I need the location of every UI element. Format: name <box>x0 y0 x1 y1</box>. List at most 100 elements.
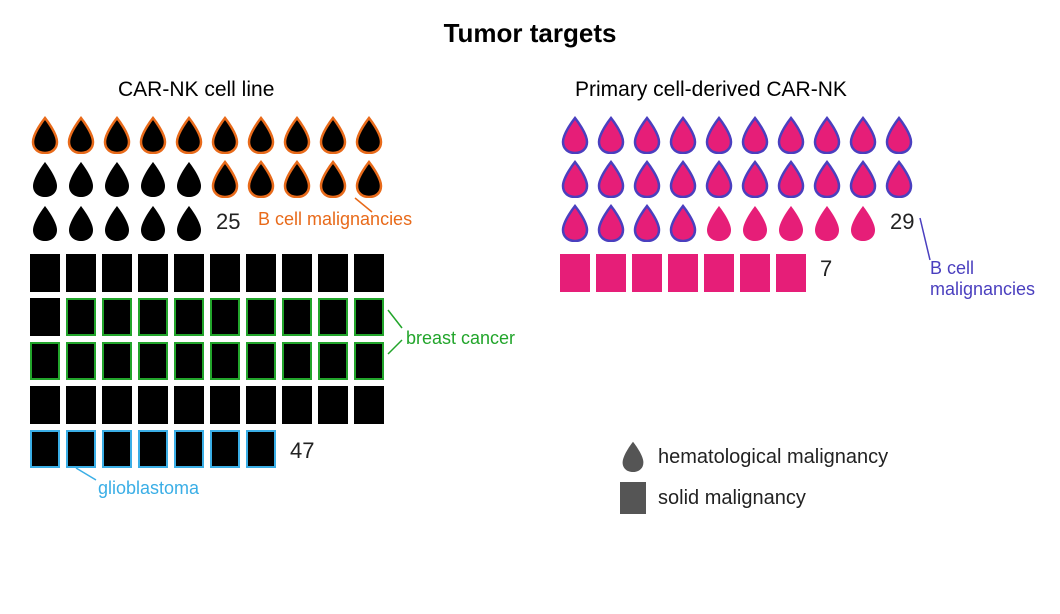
square-icon <box>282 386 312 424</box>
drop-icon <box>66 204 96 242</box>
square-icon <box>282 342 312 380</box>
left-squares-grid <box>30 254 390 468</box>
drop-icon <box>246 116 276 154</box>
square-icon <box>30 298 60 336</box>
drop-icon <box>740 160 770 198</box>
square-icon <box>776 254 806 292</box>
drop-icon <box>354 116 384 154</box>
drop-icon <box>66 116 96 154</box>
drop-icon <box>30 204 60 242</box>
square-icon <box>318 298 348 336</box>
drop-icon <box>102 160 132 198</box>
legend-hematological: hematological malignancy <box>620 440 888 474</box>
drop-icon <box>668 160 698 198</box>
drop-icon <box>776 160 806 198</box>
square-icon <box>102 386 132 424</box>
drop-icon <box>138 204 168 242</box>
square-icon <box>668 254 698 292</box>
square-icon <box>102 298 132 336</box>
square-icon <box>282 298 312 336</box>
square-icon <box>102 254 132 292</box>
square-icon <box>138 430 168 468</box>
right-bcell-callout: B cell malignancies <box>930 258 1060 300</box>
drop-icon <box>210 160 240 198</box>
square-icon <box>102 430 132 468</box>
square-icon <box>246 254 276 292</box>
drop-icon <box>102 204 132 242</box>
square-icon <box>246 342 276 380</box>
drop-icon <box>282 116 312 154</box>
square-icon <box>174 298 204 336</box>
square-icon <box>354 254 384 292</box>
square-icon <box>246 430 276 468</box>
square-icon <box>174 386 204 424</box>
left-squares-count: 47 <box>290 438 314 464</box>
drop-icon <box>848 116 878 154</box>
square-icon <box>138 254 168 292</box>
square-icon <box>66 386 96 424</box>
square-icon <box>210 254 240 292</box>
drop-icon <box>884 116 914 154</box>
square-icon <box>246 298 276 336</box>
main-title: Tumor targets <box>0 18 1060 49</box>
drop-icon <box>102 116 132 154</box>
drop-icon <box>138 160 168 198</box>
square-icon <box>102 342 132 380</box>
right-squares-count: 7 <box>820 256 832 282</box>
drop-icon <box>174 116 204 154</box>
drop-icon <box>138 116 168 154</box>
square-icon <box>30 386 60 424</box>
left-drops-count: 25 <box>216 209 240 235</box>
square-icon <box>620 482 646 514</box>
drop-icon <box>704 116 734 154</box>
drop-icon <box>210 116 240 154</box>
drop-icon <box>30 160 60 198</box>
drop-icon <box>282 160 312 198</box>
square-icon <box>138 342 168 380</box>
left-glio-callout: glioblastoma <box>98 478 199 499</box>
square-icon <box>740 254 770 292</box>
drop-icon <box>596 204 626 242</box>
square-icon <box>66 254 96 292</box>
drop-icon <box>740 116 770 154</box>
drop-icon <box>632 160 662 198</box>
drop-icon <box>354 160 384 198</box>
square-icon <box>66 298 96 336</box>
square-icon <box>704 254 734 292</box>
drop-icon <box>560 160 590 198</box>
legend-solid-label: solid malignancy <box>658 487 806 510</box>
square-icon <box>210 386 240 424</box>
square-icon <box>318 342 348 380</box>
square-icon <box>318 254 348 292</box>
drop-icon <box>596 160 626 198</box>
square-icon <box>138 386 168 424</box>
drop-icon <box>174 160 204 198</box>
right-drops-grid <box>560 116 920 242</box>
drop-icon <box>776 116 806 154</box>
legend-hematological-label: hematological malignancy <box>658 446 888 469</box>
drop-icon <box>704 160 734 198</box>
square-icon <box>354 298 384 336</box>
drop-icon <box>246 160 276 198</box>
drop-icon <box>632 116 662 154</box>
drop-icon <box>668 116 698 154</box>
drop-icon <box>560 116 590 154</box>
square-icon <box>30 342 60 380</box>
square-icon <box>210 430 240 468</box>
drop-icon <box>30 116 60 154</box>
drop-icon <box>620 440 646 474</box>
square-icon <box>66 430 96 468</box>
drop-icon <box>632 204 662 242</box>
square-icon <box>210 342 240 380</box>
drop-icon <box>812 116 842 154</box>
drop-icon <box>596 116 626 154</box>
drop-icon <box>848 204 878 242</box>
square-icon <box>30 254 60 292</box>
square-icon <box>30 430 60 468</box>
drop-icon <box>66 160 96 198</box>
drop-icon <box>704 204 734 242</box>
drop-icon <box>812 204 842 242</box>
drop-icon <box>812 160 842 198</box>
drop-icon <box>740 204 770 242</box>
square-icon <box>174 254 204 292</box>
